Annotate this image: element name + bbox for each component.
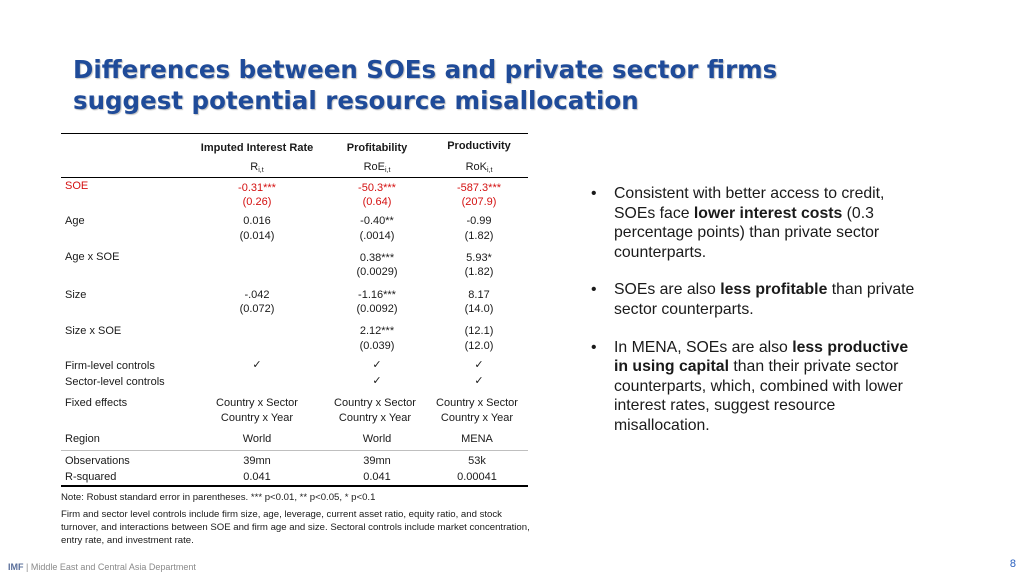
row-label: Firm-level controls [65, 360, 155, 372]
table-cell: MENA [461, 433, 493, 445]
row-label: Age x SOE [65, 251, 120, 263]
column-header-profitability: Profitability [346, 142, 408, 154]
table-cell: Country x Sector [436, 397, 518, 409]
table-cell: (12.0) [464, 340, 494, 352]
finding-emphasis: less productive in using capital [614, 338, 909, 376]
findings-list: • Consistent with better access to credit… [591, 184, 921, 454]
table-cell: (1.82) [464, 230, 494, 242]
row-label: Age [65, 215, 85, 227]
table-cell: Country x Year [338, 412, 412, 424]
table-cell: Country x Sector [216, 397, 298, 409]
table-cell: 0.00041 [457, 471, 497, 483]
table-cell: (0.014) [239, 230, 275, 242]
table-cell: 2.12*** [359, 325, 395, 337]
table-cell: 39mn [363, 455, 391, 467]
row-label: Observations [65, 455, 130, 467]
finding-interest-costs: • Consistent with better access to credit… [591, 184, 921, 262]
column-subheader-productivity: RoKi,t [465, 161, 493, 174]
table-cell: (1.82) [464, 266, 494, 278]
finding-text: In MENA, SOEs are also [614, 338, 793, 356]
row-label: Fixed effects [65, 397, 128, 409]
page-number: 8 [1009, 558, 1016, 570]
slide-footer: IMF | Middle East and Central Asia Depar… [8, 561, 196, 573]
table-note: Note: Robust standard error in parenthes… [61, 492, 376, 503]
table-cell: -0.31*** [238, 182, 276, 194]
finding-text: than private sector counterparts. [614, 281, 915, 318]
finding-text: SOEs are also [614, 281, 721, 299]
table-top-rule [61, 133, 528, 134]
column-subheader-profitability: RoEi,t [363, 161, 391, 174]
table-cell: -0.99 [466, 215, 492, 227]
check-icon: ✓ [252, 359, 262, 371]
table-cell: 53k [468, 455, 486, 467]
column-subheader-interest-rate: Ri,t [250, 161, 264, 174]
table-cell: (0.072) [239, 303, 275, 315]
row-label: Size [65, 289, 87, 301]
finding-emphasis: lower interest costs [693, 204, 843, 222]
table-cell: (0.0029) [356, 266, 398, 278]
slide-title-line-2: suggest potential resource misallocation [73, 86, 639, 115]
table-cell: Country x Year [440, 412, 514, 424]
table-cell: 0.016 [243, 215, 271, 227]
table-cell: (.0014) [359, 230, 395, 242]
finding-productivity: • In MENA, SOEs are also less productive … [591, 338, 921, 436]
check-icon: ✓ [474, 359, 484, 371]
row-label: Sector-level controls [65, 376, 165, 388]
slide-title: Differences between SOEs and private sec… [73, 54, 973, 116]
table-cell: (0.26) [242, 196, 272, 208]
table-bottom-rule [61, 485, 528, 487]
table-separator-rule [61, 450, 528, 451]
bullet-icon: • [591, 281, 597, 299]
finding-profitability: • SOEs are also less profitable than priv… [591, 280, 921, 319]
table-cell: World [362, 433, 392, 445]
table-cell: Country x Sector [334, 397, 416, 409]
table-cell: 0.38*** [359, 252, 395, 264]
table-header-rule [61, 177, 528, 178]
row-label: R-squared [65, 471, 117, 483]
footer-separator: | [23, 562, 31, 572]
table-cell: 5.93* [466, 252, 492, 264]
table-cell: World [242, 433, 272, 445]
check-icon: ✓ [372, 375, 382, 387]
bullet-icon: • [591, 338, 597, 356]
table-cell: (0.0092) [356, 303, 398, 315]
table-cell: (0.039) [359, 340, 395, 352]
column-header-productivity: Productivity [447, 140, 511, 152]
table-cell: (12.1) [464, 325, 494, 337]
slide-title-line-1: Differences between SOEs and private sec… [73, 55, 778, 84]
table-cell: (0.64) [362, 196, 392, 208]
table-cell: 39mn [243, 455, 271, 467]
check-icon: ✓ [474, 375, 484, 387]
imf-logo: IMF [8, 562, 24, 572]
table-cell: -0.40** [360, 215, 394, 227]
table-cell: 0.041 [363, 471, 391, 483]
table-cell: 8.17 [468, 289, 490, 301]
table-cell: -587.3*** [456, 182, 502, 194]
column-header-interest-rate: Imputed Interest Rate [200, 142, 314, 154]
table-cell: 0.041 [243, 471, 271, 483]
table-cell: (207.9) [461, 196, 497, 208]
table-controls-note: Firm and sector level controls include f… [61, 509, 530, 546]
bullet-icon: • [591, 185, 597, 202]
footer-department: Middle East and Central Asia Department [30, 562, 196, 572]
row-label: Size x SOE [65, 325, 122, 337]
table-cell: -1.16*** [358, 289, 396, 301]
row-label: SOE [65, 180, 89, 192]
check-icon: ✓ [372, 359, 382, 371]
table-cell: -50.3*** [358, 182, 396, 194]
table-cell: -.042 [244, 289, 270, 301]
finding-text: Consistent with better access to credit,… [614, 185, 885, 222]
row-label: Region [65, 433, 100, 445]
finding-text: than their private sector counterparts, … [614, 358, 903, 434]
finding-text: (0.3 percentage points) than private sec… [614, 204, 880, 261]
finding-emphasis: less profitable [720, 281, 828, 299]
table-cell: Country x Year [220, 412, 294, 424]
table-cell: (14.0) [464, 303, 494, 315]
